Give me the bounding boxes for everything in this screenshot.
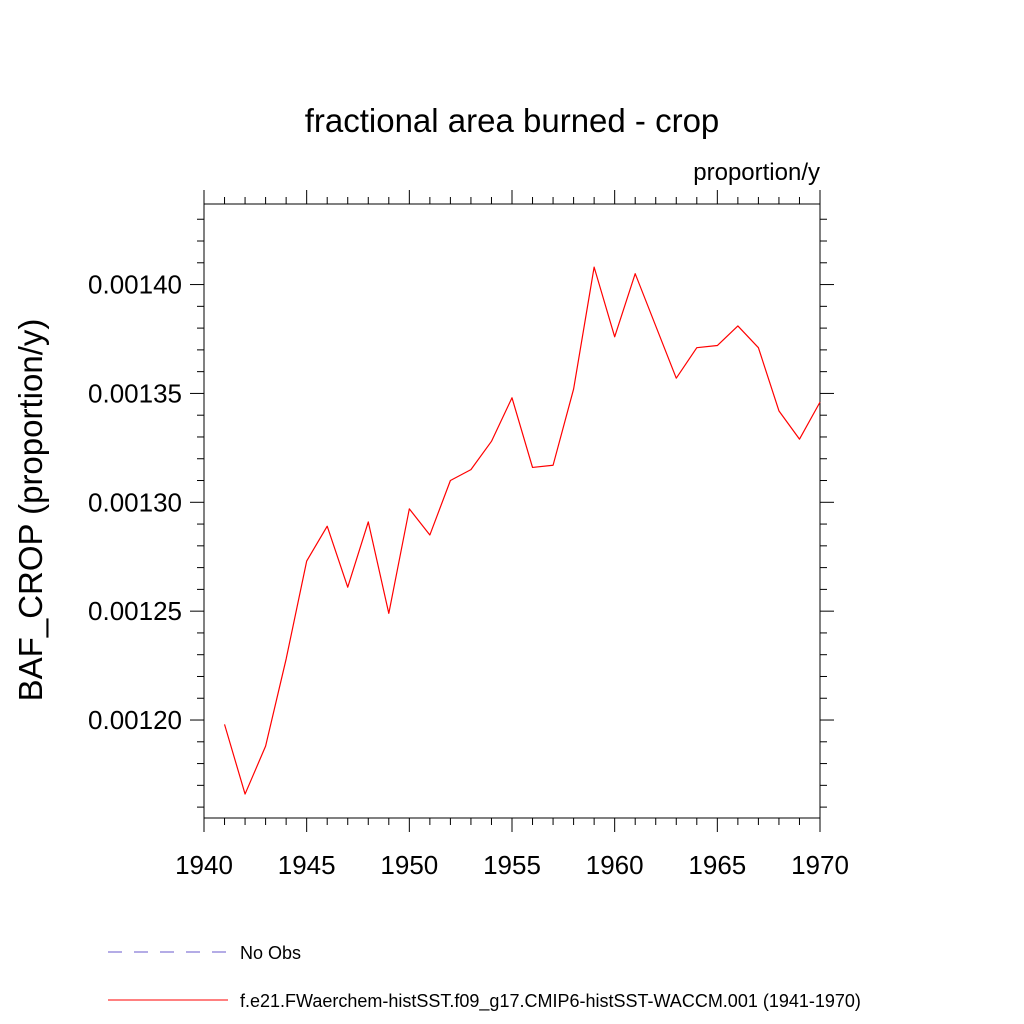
legend: No Obs f.e21.FWaerchem-histSST.f09_g17.CM… <box>108 943 861 1012</box>
y-tick-label: 0.00125 <box>88 596 182 626</box>
x-tick-label: 1965 <box>688 850 746 880</box>
x-tick-label: 1960 <box>586 850 644 880</box>
x-tick-label: 1945 <box>278 850 336 880</box>
y-tick-label: 0.00140 <box>88 270 182 300</box>
y-tick-label: 0.00120 <box>88 705 182 735</box>
units-label: proportion/y <box>693 159 820 186</box>
y-tick-label: 0.00135 <box>88 378 182 408</box>
y-tick-label: 0.00130 <box>88 487 182 517</box>
series-line <box>223 266 821 795</box>
chart-title: fractional area burned - crop <box>305 102 720 139</box>
tick-labels: 1940 1945 1950 1955 1960 1965 1970 0.00120 0.001… <box>88 270 849 880</box>
series-layer <box>223 266 821 795</box>
x-tick-label: 1955 <box>483 850 541 880</box>
y-axis-label: BAF_CROP (proportion/y) <box>12 319 49 702</box>
legend-label: f.e21.FWaerchem-histSST.f09_g17.CMIP6-hi… <box>240 991 861 1012</box>
x-tick-label: 1970 <box>791 850 849 880</box>
plot-frame <box>203 203 821 819</box>
legend-label: No Obs <box>240 943 301 963</box>
x-tick-label: 1940 <box>175 850 233 880</box>
axis-ticks <box>190 190 834 832</box>
x-tick-label: 1950 <box>380 850 438 880</box>
